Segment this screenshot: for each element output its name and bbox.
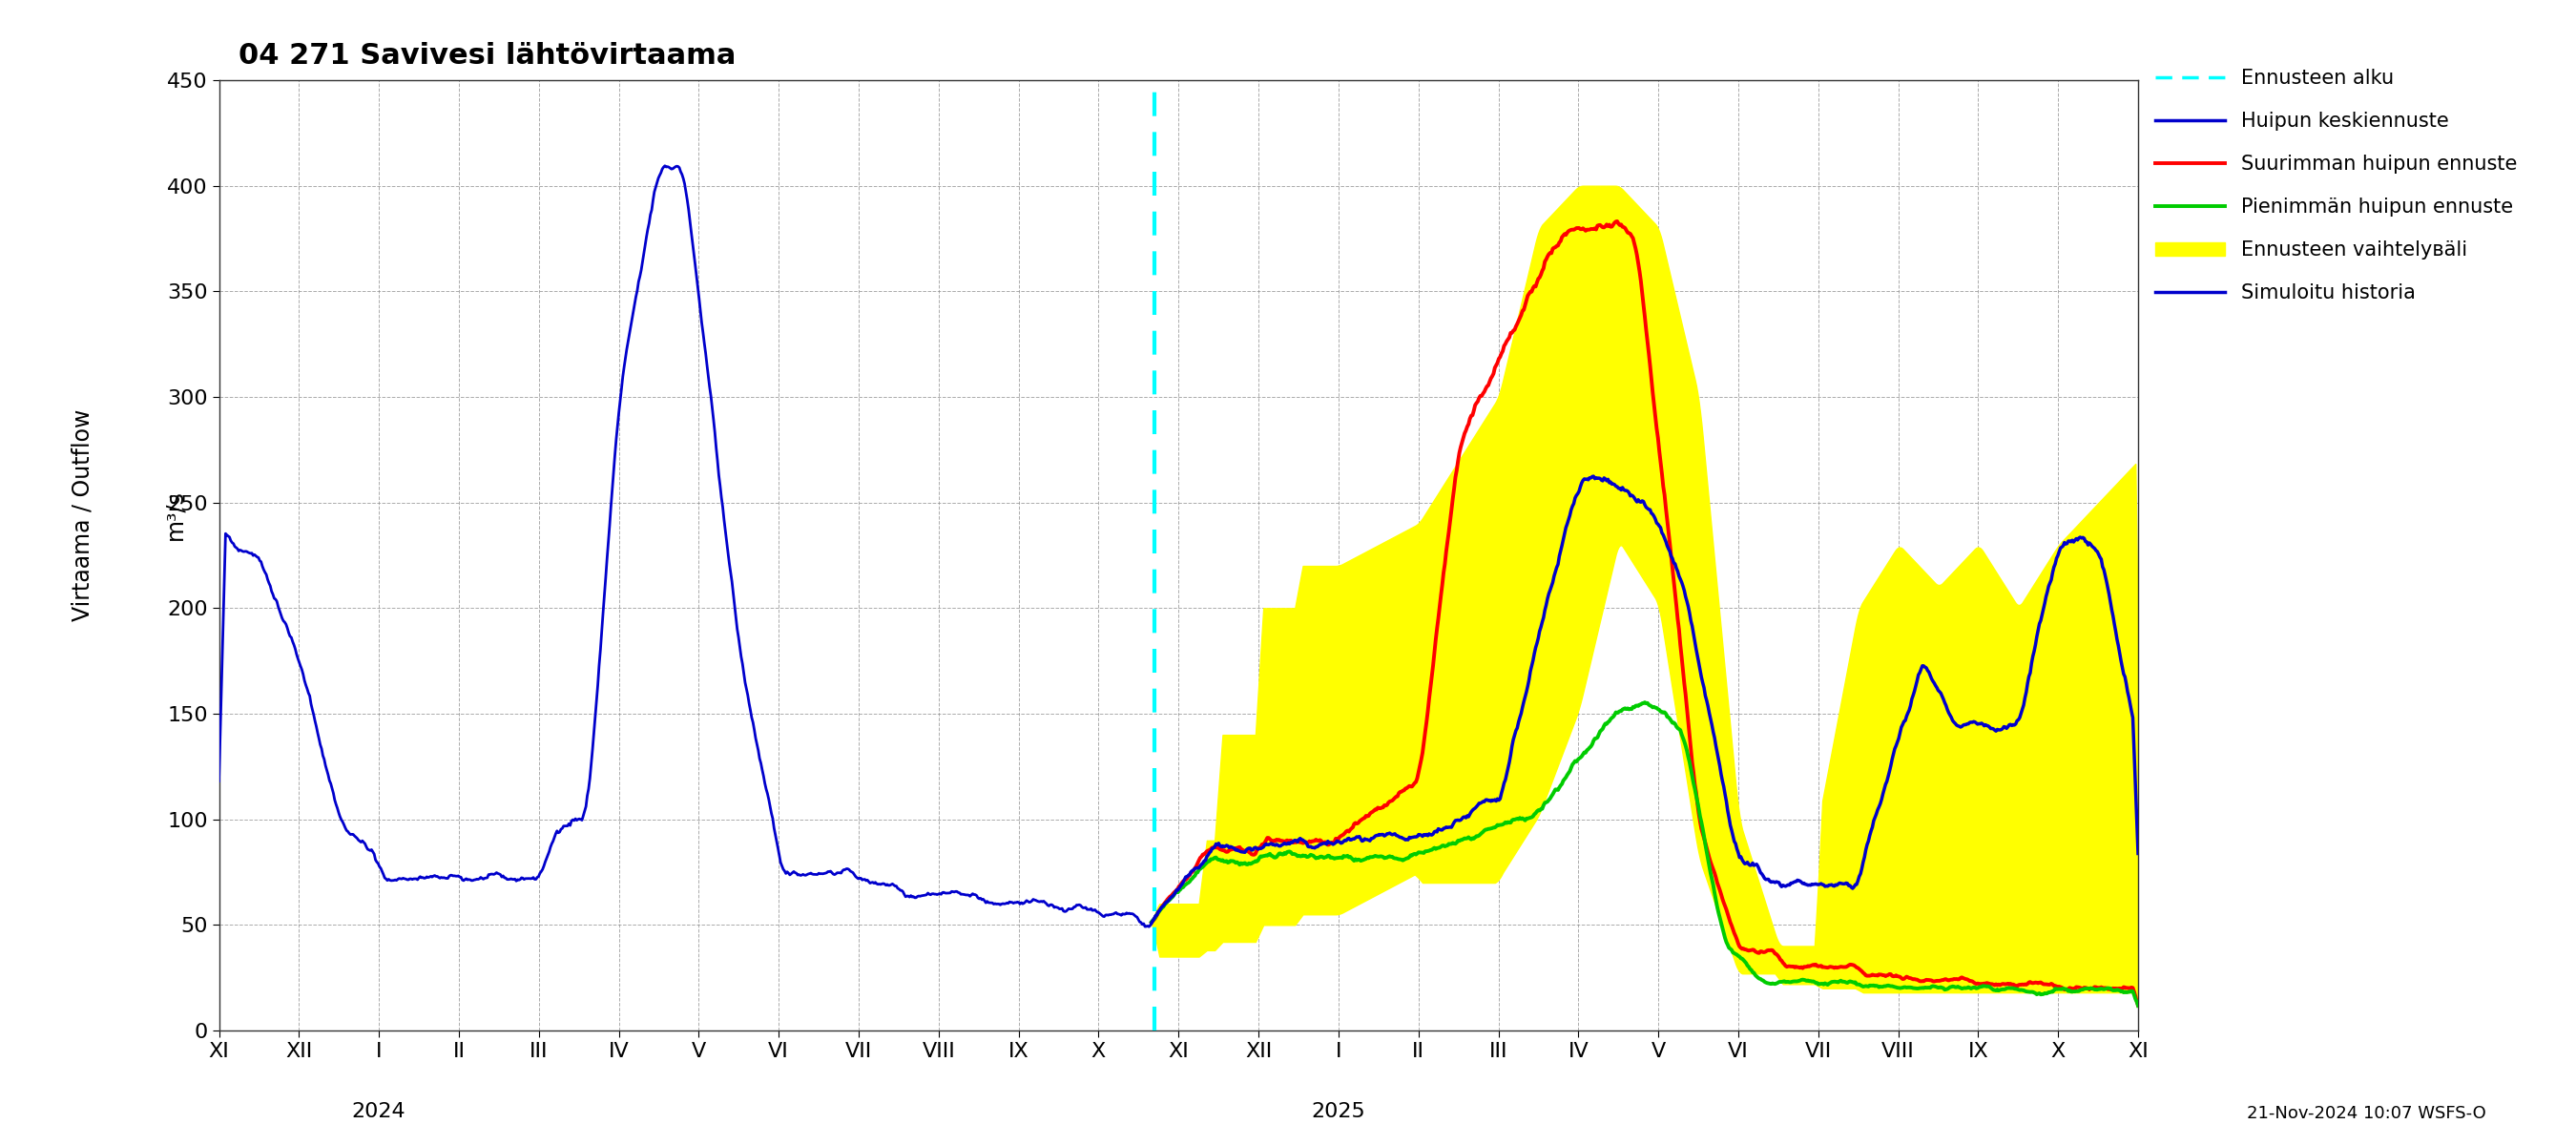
Text: 2024: 2024 bbox=[353, 1101, 407, 1121]
Text: Virtaama / Outflow: Virtaama / Outflow bbox=[72, 409, 93, 622]
Text: 04 271 Savivesi lähtövirtaama: 04 271 Savivesi lähtövirtaama bbox=[237, 42, 737, 70]
Legend: Ennusteen alku, Huipun keskiennuste, Suurimman huipun ennuste, Pienimmän huipun : Ennusteen alku, Huipun keskiennuste, Suu… bbox=[2148, 61, 2524, 310]
Text: m³/s: m³/s bbox=[165, 490, 185, 540]
Text: 21-Nov-2024 10:07 WSFS-O: 21-Nov-2024 10:07 WSFS-O bbox=[2246, 1105, 2486, 1122]
Text: 2025: 2025 bbox=[1311, 1101, 1365, 1121]
